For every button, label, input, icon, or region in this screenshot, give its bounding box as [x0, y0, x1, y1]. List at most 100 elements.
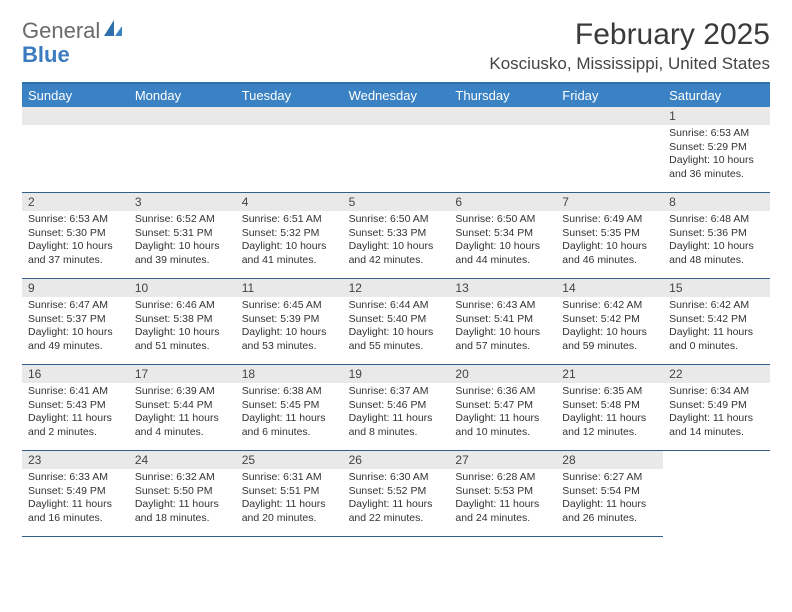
daylight-line: Daylight: 10 hours and 39 minutes. [135, 240, 230, 267]
calendar-cell: 8Sunrise: 6:48 AMSunset: 5:36 PMDaylight… [663, 193, 770, 279]
day-number: 20 [449, 365, 556, 383]
sunrise-line: Sunrise: 6:47 AM [28, 299, 123, 313]
sunset-line: Sunset: 5:32 PM [242, 227, 337, 241]
calendar-cell: 6Sunrise: 6:50 AMSunset: 5:34 PMDaylight… [449, 193, 556, 279]
day-details: Sunrise: 6:36 AMSunset: 5:47 PMDaylight:… [449, 383, 556, 444]
sunset-line: Sunset: 5:48 PM [562, 399, 657, 413]
calendar-cell [449, 107, 556, 193]
day-details: Sunrise: 6:50 AMSunset: 5:34 PMDaylight:… [449, 211, 556, 272]
day-number: 17 [129, 365, 236, 383]
sunrise-line: Sunrise: 6:35 AM [562, 385, 657, 399]
sunset-line: Sunset: 5:39 PM [242, 313, 337, 327]
sunrise-line: Sunrise: 6:34 AM [669, 385, 764, 399]
daylight-line: Daylight: 11 hours and 22 minutes. [349, 498, 444, 525]
sunset-line: Sunset: 5:46 PM [349, 399, 444, 413]
sunset-line: Sunset: 5:43 PM [28, 399, 123, 413]
logo-text-2: Blue [22, 42, 70, 67]
sunset-line: Sunset: 5:40 PM [349, 313, 444, 327]
day-details: Sunrise: 6:42 AMSunset: 5:42 PMDaylight:… [556, 297, 663, 358]
calendar-cell [129, 107, 236, 193]
title-month: February 2025 [489, 18, 770, 52]
weekday-header: Saturday [663, 84, 770, 107]
daylight-line: Daylight: 10 hours and 49 minutes. [28, 326, 123, 353]
sunset-line: Sunset: 5:53 PM [455, 485, 550, 499]
daylight-line: Daylight: 11 hours and 16 minutes. [28, 498, 123, 525]
day-number: 9 [22, 279, 129, 297]
day-number: 13 [449, 279, 556, 297]
weekday-header: Friday [556, 84, 663, 107]
calendar-cell: 12 Sunrise: 6:44 AMSunset: 5:40 PMDayligh… [343, 279, 450, 365]
weekday-header: Monday [129, 84, 236, 107]
sunrise-line: Sunrise: 6:36 AM [455, 385, 550, 399]
sunset-line: Sunset: 5:44 PM [135, 399, 230, 413]
calendar-cell: 24Sunrise: 6:32 AMSunset: 5:50 PMDayligh… [129, 451, 236, 537]
daylight-line: Daylight: 11 hours and 14 minutes. [669, 412, 764, 439]
day-number: 8 [663, 193, 770, 211]
day-details: Sunrise: 6:34 AMSunset: 5:49 PMDaylight:… [663, 383, 770, 444]
sunrise-line: Sunrise: 6:31 AM [242, 471, 337, 485]
sunset-line: Sunset: 5:52 PM [349, 485, 444, 499]
daylight-line: Daylight: 11 hours and 12 minutes. [562, 412, 657, 439]
calendar-cell: 16Sunrise: 6:41 AMSunset: 5:43 PMDayligh… [22, 365, 129, 451]
daylight-line: Daylight: 11 hours and 26 minutes. [562, 498, 657, 525]
daylight-line: Daylight: 11 hours and 18 minutes. [135, 498, 230, 525]
day-details: Sunrise: 6:47 AMSunset: 5:37 PMDaylight:… [22, 297, 129, 358]
daylight-line: Daylight: 11 hours and 10 minutes. [455, 412, 550, 439]
day-details: Sunrise: 6:27 AMSunset: 5:54 PMDaylight:… [556, 469, 663, 530]
sunset-line: Sunset: 5:51 PM [242, 485, 337, 499]
sunrise-line: Sunrise: 6:46 AM [135, 299, 230, 313]
calendar-cell: 10Sunrise: 6:46 AMSunset: 5:38 PMDayligh… [129, 279, 236, 365]
day-details: Sunrise: 6:28 AMSunset: 5:53 PMDaylight:… [449, 469, 556, 530]
sunrise-line: Sunrise: 6:48 AM [669, 213, 764, 227]
daylight-line: Daylight: 10 hours and 53 minutes. [242, 326, 337, 353]
daylight-line: Daylight: 10 hours and 59 minutes. [562, 326, 657, 353]
calendar-cell: 22Sunrise: 6:34 AMSunset: 5:49 PMDayligh… [663, 365, 770, 451]
sunrise-line: Sunrise: 6:53 AM [669, 127, 764, 141]
sunrise-line: Sunrise: 6:28 AM [455, 471, 550, 485]
sunrise-line: Sunrise: 6:33 AM [28, 471, 123, 485]
sunrise-line: Sunrise: 6:50 AM [349, 213, 444, 227]
calendar-cell: 25Sunrise: 6:31 AMSunset: 5:51 PMDayligh… [236, 451, 343, 537]
sunset-line: Sunset: 5:54 PM [562, 485, 657, 499]
sunset-line: Sunset: 5:49 PM [28, 485, 123, 499]
day-number: 5 [343, 193, 450, 211]
day-number: 15 [663, 279, 770, 297]
calendar-cell: 23Sunrise: 6:33 AMSunset: 5:49 PMDayligh… [22, 451, 129, 537]
day-number: 14 [556, 279, 663, 297]
day-number: 3 [129, 193, 236, 211]
day-details: Sunrise: 6:38 AMSunset: 5:45 PMDaylight:… [236, 383, 343, 444]
calendar-cell: 26Sunrise: 6:30 AMSunset: 5:52 PMDayligh… [343, 451, 450, 537]
day-number: 12 [343, 279, 450, 297]
day-details: Sunrise: 6:30 AMSunset: 5:52 PMDaylight:… [343, 469, 450, 530]
day-number: 21 [556, 365, 663, 383]
calendar-cell [343, 107, 450, 193]
sunset-line: Sunset: 5:42 PM [562, 313, 657, 327]
page-header: General February 2025 Kosciusko, Mississ… [22, 18, 770, 74]
calendar-cell: 18Sunrise: 6:38 AMSunset: 5:45 PMDayligh… [236, 365, 343, 451]
day-number: 26 [343, 451, 450, 469]
calendar-cell [663, 451, 770, 537]
calendar-page: General February 2025 Kosciusko, Mississ… [0, 0, 792, 537]
sunset-line: Sunset: 5:34 PM [455, 227, 550, 241]
daylight-line: Daylight: 11 hours and 20 minutes. [242, 498, 337, 525]
sunrise-line: Sunrise: 6:44 AM [349, 299, 444, 313]
calendar-cell: 21 Sunrise: 6:35 AMSunset: 5:48 PMDayligh… [556, 365, 663, 451]
day-number: 19 [343, 365, 450, 383]
calendar-body: 1Sunrise: 6:53 AMSunset: 5:29 PMDaylight… [22, 107, 770, 537]
daylight-line: Daylight: 11 hours and 2 minutes. [28, 412, 123, 439]
daylight-line: Daylight: 10 hours and 37 minutes. [28, 240, 123, 267]
calendar-cell: 5Sunrise: 6:50 AMSunset: 5:33 PMDaylight… [343, 193, 450, 279]
sunrise-line: Sunrise: 6:52 AM [135, 213, 230, 227]
day-details: Sunrise: 6:46 AMSunset: 5:38 PMDaylight:… [129, 297, 236, 358]
calendar-cell: 15Sunrise: 6:42 AMSunset: 5:42 PMDayligh… [663, 279, 770, 365]
daylight-line: Daylight: 10 hours and 55 minutes. [349, 326, 444, 353]
sunset-line: Sunset: 5:45 PM [242, 399, 337, 413]
day-number: 10 [129, 279, 236, 297]
weekday-header: Thursday [449, 84, 556, 107]
day-number-empty [22, 107, 129, 125]
day-details: Sunrise: 6:37 AMSunset: 5:46 PMDaylight:… [343, 383, 450, 444]
calendar-cell: 4Sunrise: 6:51 AMSunset: 5:32 PMDaylight… [236, 193, 343, 279]
logo-sail-icon [100, 18, 124, 44]
day-details: Sunrise: 6:42 AMSunset: 5:42 PMDaylight:… [663, 297, 770, 358]
calendar-cell: 2Sunrise: 6:53 AMSunset: 5:30 PMDaylight… [22, 193, 129, 279]
